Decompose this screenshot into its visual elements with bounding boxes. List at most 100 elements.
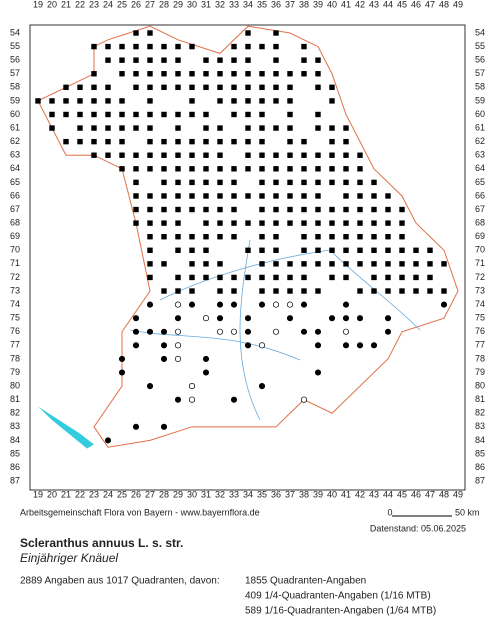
record-open — [202, 315, 210, 322]
row-label: 79 — [10, 367, 20, 377]
record-square — [343, 247, 349, 253]
record-dot — [300, 328, 308, 335]
record-square — [91, 84, 97, 91]
record-square — [427, 288, 433, 294]
record-square — [105, 152, 111, 158]
column-label: 43 — [369, 489, 379, 499]
record-square — [357, 220, 363, 226]
record-square — [63, 84, 69, 91]
row-label: 74 — [475, 299, 485, 309]
column-label: 44 — [383, 0, 393, 9]
record-square — [399, 247, 405, 253]
row-label: 71 — [475, 258, 485, 268]
record-square — [161, 166, 167, 172]
record-square — [203, 138, 209, 145]
record-square — [147, 30, 153, 36]
record-square — [217, 84, 223, 91]
record-square — [189, 43, 195, 50]
record-square — [189, 84, 195, 91]
record-square — [245, 57, 251, 63]
row-label: 67 — [10, 204, 20, 214]
record-square — [315, 220, 321, 226]
record-square — [287, 152, 293, 158]
record-square — [343, 193, 349, 199]
record-square — [175, 234, 181, 240]
record-square — [301, 288, 307, 294]
record-square — [273, 43, 279, 50]
record-square — [175, 125, 181, 131]
record-square — [231, 234, 237, 240]
column-label: 46 — [411, 0, 421, 9]
record-square — [357, 206, 363, 213]
record-square — [189, 138, 195, 145]
record-square — [385, 206, 391, 213]
row-label: 83 — [475, 421, 485, 431]
record-square — [161, 193, 167, 199]
column-label: 27 — [145, 489, 155, 499]
record-square — [259, 98, 265, 104]
record-square — [287, 111, 293, 118]
record-square — [161, 71, 167, 77]
record-square — [217, 206, 223, 213]
record-dot — [300, 301, 308, 308]
record-square — [217, 57, 223, 63]
record-square — [119, 138, 125, 145]
record-square — [287, 84, 293, 91]
row-label: 58 — [475, 82, 485, 92]
record-dot — [244, 315, 252, 322]
record-square — [119, 125, 125, 131]
record-square — [399, 220, 405, 226]
record-square — [329, 166, 335, 172]
record-square — [217, 138, 223, 145]
record-square — [287, 179, 293, 186]
record-square — [147, 261, 153, 267]
row-label: 60 — [475, 109, 485, 119]
record-square — [217, 152, 223, 158]
river — [239, 239, 261, 421]
record-square — [259, 220, 265, 226]
record-open — [174, 328, 182, 335]
record-square — [133, 206, 139, 213]
record-square — [189, 111, 195, 118]
record-square — [189, 206, 195, 213]
row-label: 75 — [10, 313, 20, 323]
record-square — [161, 206, 167, 213]
record-square — [315, 193, 321, 199]
record-square — [399, 288, 405, 294]
record-dot — [160, 423, 168, 430]
record-square — [413, 288, 419, 294]
record-square — [413, 261, 419, 267]
record-square — [147, 125, 153, 131]
record-square — [287, 125, 293, 131]
record-square — [175, 84, 181, 91]
record-square — [315, 261, 321, 267]
record-square — [175, 43, 181, 50]
record-square — [133, 179, 139, 186]
row-label: 66 — [10, 190, 20, 200]
record-square — [259, 138, 265, 145]
record-square — [427, 247, 433, 253]
record-square — [35, 98, 41, 104]
record-square — [217, 125, 223, 131]
record-square — [245, 166, 251, 172]
record-square — [301, 43, 307, 50]
river — [159, 249, 331, 301]
record-square — [371, 234, 377, 240]
record-square — [329, 261, 335, 267]
record-square — [203, 71, 209, 77]
record-square — [301, 206, 307, 213]
record-square — [147, 234, 153, 240]
column-label: 29 — [173, 0, 183, 9]
record-square — [441, 261, 447, 267]
record-square — [77, 98, 83, 104]
row-label: 78 — [475, 353, 485, 363]
record-square — [301, 220, 307, 226]
species-title: Scleranthus annuus L. s. str. — [20, 536, 183, 550]
record-open — [174, 355, 182, 362]
record-square — [399, 234, 405, 240]
column-label: 36 — [271, 489, 281, 499]
row-label: 73 — [10, 285, 20, 295]
record-square — [371, 288, 377, 294]
record-dot — [384, 328, 392, 335]
record-dot — [258, 301, 266, 308]
